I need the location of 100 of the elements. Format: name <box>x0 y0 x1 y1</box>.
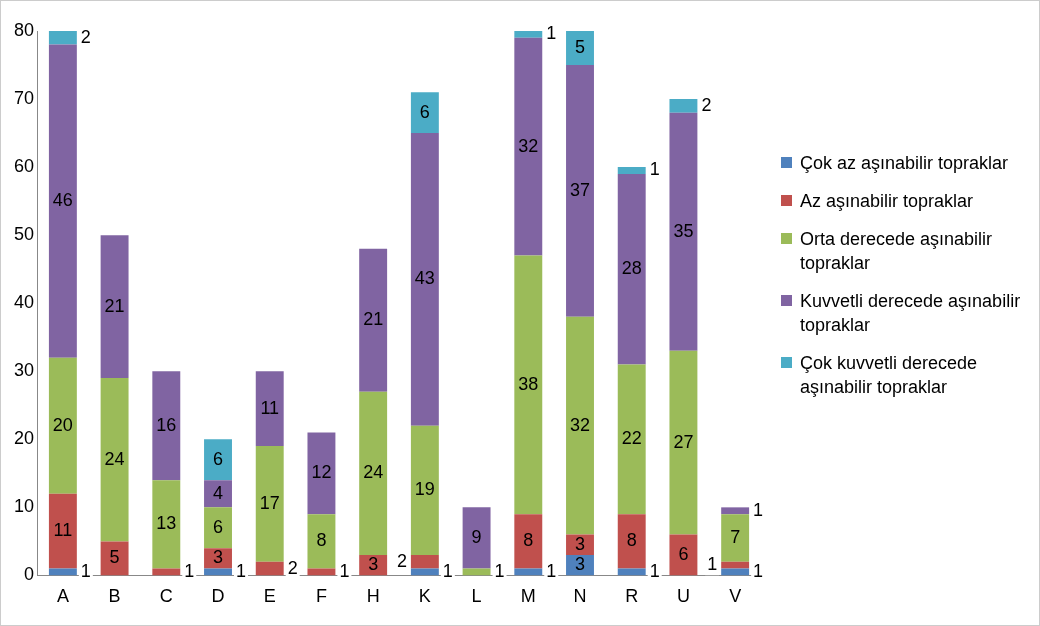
bar <box>48 31 77 45</box>
data-label: 32 <box>569 414 591 435</box>
data-label: 3 <box>575 533 586 554</box>
bar <box>514 31 543 38</box>
data-label: 27 <box>673 431 694 452</box>
bar <box>617 167 646 174</box>
data-label: 1 <box>649 560 660 581</box>
bar <box>359 391 388 555</box>
y-tick-label: 20 <box>13 428 35 449</box>
data-label: 1 <box>494 560 505 581</box>
data-label: 4 <box>213 482 224 503</box>
data-label: 43 <box>414 268 435 289</box>
y-tick-label: 50 <box>13 224 35 245</box>
data-label: 8 <box>626 530 637 551</box>
data-label: 21 <box>104 295 125 316</box>
bar <box>410 92 439 134</box>
x-tick-label: B <box>108 586 121 607</box>
data-label: 8 <box>316 530 327 551</box>
bar <box>462 507 491 569</box>
data-label: 1 <box>707 554 718 575</box>
bar <box>721 561 750 569</box>
data-label: 20 <box>52 414 73 435</box>
data-label: 13 <box>156 513 177 534</box>
bar <box>514 514 543 569</box>
bar <box>204 439 232 481</box>
data-label: 24 <box>363 462 384 483</box>
bar <box>48 357 77 494</box>
bar <box>410 554 439 569</box>
bar <box>669 350 698 535</box>
bar <box>255 561 284 576</box>
y-tick-label: 80 <box>13 19 35 40</box>
x-tick-label: N <box>573 586 587 607</box>
data-label: 11 <box>53 520 73 541</box>
bar <box>48 493 77 569</box>
data-label: 6 <box>419 101 430 122</box>
x-tick-label: U <box>676 586 690 607</box>
y-tick-label: 60 <box>13 156 35 177</box>
data-label: 22 <box>621 428 642 449</box>
bar <box>255 446 284 562</box>
x-tick-label: R <box>625 586 639 607</box>
data-label: 37 <box>569 179 591 200</box>
y-tick-label: 0 <box>24 564 35 585</box>
data-label: 6 <box>213 448 224 469</box>
data-label: 24 <box>104 448 125 469</box>
data-label: 32 <box>518 135 539 156</box>
bar <box>204 548 232 569</box>
data-label: 3 <box>213 547 224 568</box>
x-tick-label: M <box>520 586 536 607</box>
data-label: 1 <box>339 560 350 581</box>
x-tick-label: E <box>263 586 276 607</box>
bar <box>617 173 646 365</box>
bar <box>566 316 594 535</box>
y-tick-label: 30 <box>13 360 35 381</box>
bar <box>359 248 388 392</box>
data-label: 1 <box>442 560 453 581</box>
data-label: 35 <box>673 220 694 241</box>
data-label: 28 <box>621 258 642 279</box>
x-tick-label: K <box>418 586 431 607</box>
data-label: 2 <box>396 550 407 571</box>
bar <box>204 507 232 549</box>
data-label: 7 <box>730 526 741 547</box>
data-label: 2 <box>287 557 298 578</box>
x-tick-label: F <box>315 586 327 607</box>
bar <box>669 534 698 576</box>
y-tick-label: 40 <box>13 292 35 313</box>
bar <box>152 371 181 481</box>
bar <box>204 480 232 508</box>
data-label: 1 <box>546 560 557 581</box>
legend-label: Çok az aşınabilir topraklar <box>800 152 1009 175</box>
bar <box>100 541 129 576</box>
data-label: 19 <box>414 479 435 500</box>
data-label: 9 <box>471 526 482 547</box>
data-label: 8 <box>523 530 534 551</box>
bar <box>100 378 129 542</box>
legend-label: Az aşınabilir topraklar <box>800 190 974 213</box>
data-label: 2 <box>701 94 712 115</box>
bar <box>255 371 284 447</box>
bar <box>307 432 336 515</box>
data-label: 1 <box>649 159 660 180</box>
data-label: 11 <box>260 397 280 418</box>
x-tick-label: A <box>56 586 69 607</box>
data-label: 1 <box>184 560 195 581</box>
bar <box>410 425 439 555</box>
bar <box>669 112 698 351</box>
data-label: 46 <box>52 190 73 211</box>
data-label: 12 <box>311 462 332 483</box>
data-label: 16 <box>156 414 177 435</box>
data-label: 2 <box>80 26 91 47</box>
bar <box>721 507 750 515</box>
bar <box>721 514 750 562</box>
y-tick-label: 70 <box>13 88 35 109</box>
x-tick-label: C <box>159 586 173 607</box>
data-label: 1 <box>235 560 246 581</box>
data-label: 5 <box>575 36 586 57</box>
data-label: 5 <box>109 547 120 568</box>
bar <box>307 514 336 569</box>
legend-label: Orta derecede aşınabilir topraklar <box>800 228 994 275</box>
data-label: 1 <box>546 23 557 44</box>
bar <box>48 44 77 358</box>
data-label: 38 <box>518 373 539 394</box>
